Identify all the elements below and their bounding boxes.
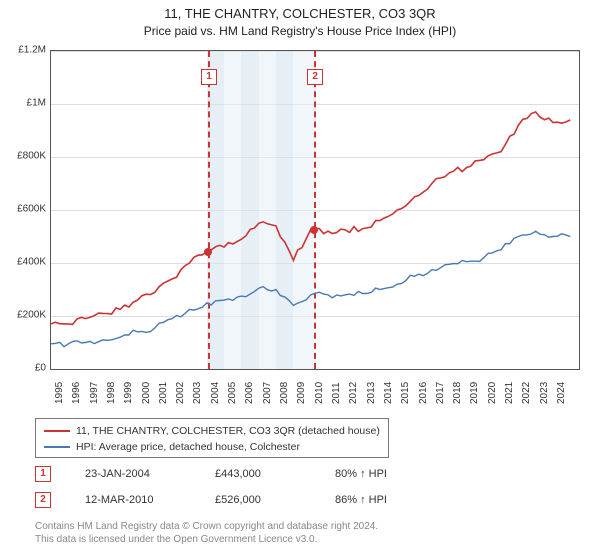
legend-swatch-0	[44, 430, 70, 432]
x-tick-label: 2004	[210, 382, 221, 404]
series-line	[51, 231, 570, 347]
transaction-date-1: 23-JAN-2004	[85, 468, 215, 480]
legend-item-0: 11, THE CHANTRY, COLCHESTER, CO3 3QR (de…	[44, 423, 380, 439]
y-tick-label: £400K	[6, 257, 46, 268]
y-tick-label: £800K	[6, 151, 46, 162]
x-tick-label: 2002	[175, 382, 186, 404]
x-tick-label: 2011	[331, 382, 342, 404]
footer: Contains HM Land Registry data © Crown c…	[35, 520, 378, 546]
transaction-price-2: £526,000	[215, 494, 335, 506]
footer-line2: This data is licensed under the Open Gov…	[35, 533, 378, 546]
x-tick-label: 2009	[296, 382, 307, 404]
x-tick-label: 1998	[106, 382, 117, 404]
chart-title-line2: Price paid vs. HM Land Registry's House …	[0, 24, 600, 38]
footer-line1: Contains HM Land Registry data © Crown c…	[35, 520, 378, 533]
legend: 11, THE CHANTRY, COLCHESTER, CO3 3QR (de…	[35, 418, 389, 458]
transaction-hpi-1: 80% ↑ HPI	[335, 468, 387, 480]
sale-point-dot	[204, 248, 212, 256]
x-tick-label: 1996	[71, 382, 82, 404]
x-tick-label: 2006	[244, 382, 255, 404]
x-tick-label: 2017	[435, 382, 446, 404]
x-tick-label: 2024	[556, 382, 567, 404]
x-tick-label: 2001	[158, 382, 169, 404]
legend-swatch-1	[44, 446, 70, 448]
x-tick-label: 2019	[469, 382, 480, 404]
chart-lines-svg	[51, 51, 579, 369]
chart-title-line1: 11, THE CHANTRY, COLCHESTER, CO3 3QR	[0, 6, 600, 21]
x-tick-label: 1997	[89, 382, 100, 404]
x-tick-label: 2012	[348, 382, 359, 404]
transaction-hpi-2: 86% ↑ HPI	[335, 494, 387, 506]
y-tick-label: £1M	[6, 98, 46, 109]
y-tick-label: £200K	[6, 310, 46, 321]
x-tick-label: 2005	[227, 382, 238, 404]
series-line	[51, 112, 570, 325]
transaction-marker-1: 1	[35, 466, 51, 482]
y-tick-label: £1.2M	[6, 45, 46, 56]
x-tick-label: 2018	[452, 382, 463, 404]
legend-label-1: HPI: Average price, detached house, Colc…	[76, 439, 300, 455]
transaction-marker-2: 2	[35, 492, 51, 508]
x-tick-label: 2020	[487, 382, 498, 404]
x-tick-label: 2007	[262, 382, 273, 404]
legend-item-1: HPI: Average price, detached house, Colc…	[44, 439, 380, 455]
y-tick-label: £600K	[6, 204, 46, 215]
transaction-row-1: 1 23-JAN-2004 £443,000 80% ↑ HPI	[35, 466, 387, 482]
x-tick-label: 2000	[141, 382, 152, 404]
sale-point-dot	[310, 226, 318, 234]
transaction-price-1: £443,000	[215, 468, 335, 480]
y-tick-label: £0	[6, 363, 46, 374]
x-tick-label: 2014	[383, 382, 394, 404]
x-tick-label: 2021	[504, 382, 515, 404]
x-tick-label: 2023	[539, 382, 550, 404]
x-axis-labels: 1995 1996 1997 1998 1999 2000 2001 2002 2003 2004…	[50, 372, 580, 422]
legend-label-0: 11, THE CHANTRY, COLCHESTER, CO3 3QR (de…	[76, 423, 380, 439]
sale-marker: 2	[307, 69, 323, 85]
x-tick-label: 1999	[123, 382, 134, 404]
x-tick-label: 2010	[314, 382, 325, 404]
x-tick-label: 2016	[418, 382, 429, 404]
x-tick-label: 2015	[400, 382, 411, 404]
transaction-date-2: 12-MAR-2010	[85, 494, 215, 506]
sale-marker: 1	[201, 69, 217, 85]
transaction-row-2: 2 12-MAR-2010 £526,000 86% ↑ HPI	[35, 492, 387, 508]
x-tick-label: 2008	[279, 382, 290, 404]
x-tick-label: 1995	[54, 382, 65, 404]
x-tick-label: 2013	[366, 382, 377, 404]
chart-plot-area: 12	[50, 50, 580, 370]
x-tick-label: 2022	[521, 382, 532, 404]
x-tick-label: 2003	[192, 382, 203, 404]
